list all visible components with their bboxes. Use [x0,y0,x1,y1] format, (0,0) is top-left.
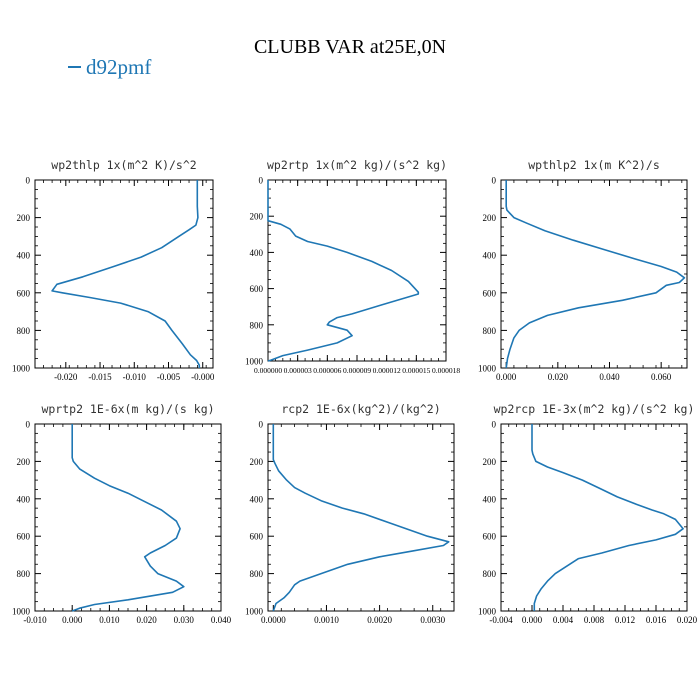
y-tick-label: 400 [483,494,497,504]
y-tick-label: 200 [250,212,264,222]
y-tick-label: 600 [483,532,497,542]
x-tick-label: 0.040 [211,615,232,625]
subplot-title: wp2rtp 1x(m^2 kg)/(s^2 kg) [267,158,447,172]
x-tick-label: 0.030 [174,615,195,625]
y-tick-label: 800 [250,320,264,330]
y-tick-label: 800 [17,326,31,336]
y-tick-label: 600 [250,284,264,294]
y-tick-label: 800 [483,569,497,579]
plot-frame [34,423,222,612]
profile-line [51,180,201,368]
x-tick-label: 0.020 [548,372,569,382]
y-tick-label: 400 [250,248,264,258]
y-tick-label: 400 [17,494,31,504]
y-tick-label: 0 [492,420,497,430]
figure-title: CLUBB VAR at25E,0N [253,36,447,58]
subplot-title: wp2thlp 1x(m^2 K)/s^2 [51,158,196,172]
x-tick-label: -0.000 [191,372,215,382]
x-tick-label: 0.060 [651,372,672,382]
subplot-6: wp2rcp 1E-3x(m^2 kg)/(s^2 kg) 0 200 400 600 8… [478,402,698,625]
x-tick-label: 0.000006 [313,366,341,375]
subplot-5: rcp2 1E-6x(kg^2)/(kg^2) 0 200 400 600 800 1000… [245,402,455,625]
x-tick-label: 0.012 [615,615,635,625]
y-tick-label: 200 [483,213,497,223]
x-tick-label: -0.020 [54,372,78,382]
y-tick-label: 800 [17,569,31,579]
y-tick-label: 600 [17,288,31,298]
legend-line-icon [68,66,81,69]
x-tick-label: 0.0030 [420,615,445,625]
x-tick-label: 0.004 [553,615,574,625]
x-tick-label: -0.015 [88,372,112,382]
y-tick-label: 0 [259,420,264,430]
plot-frame [500,179,688,369]
y-tick-label: 400 [250,494,264,504]
profile-line [505,180,686,369]
y-tick-label: 200 [17,213,31,223]
y-tick-label: 200 [483,457,497,467]
y-tick-label: 200 [17,457,31,467]
profile-line [71,424,185,612]
subplot-title: wp2rcp 1E-3x(m^2 kg)/(s^2 kg) [494,402,695,416]
x-tick-label: 0.0010 [314,615,339,625]
x-tick-label: -0.010 [23,615,47,625]
y-tick-label: 1000 [245,607,264,617]
y-tick-label: 1000 [12,364,31,374]
y-tick-label: 600 [483,288,497,298]
y-tick-label: 1000 [245,357,264,367]
x-tick-label: 0.000015 [402,366,430,375]
y-tick-label: 0 [259,176,264,186]
plot-frame [34,179,214,369]
y-tick-label: 0 [26,420,31,430]
x-tick-label: -0.004 [489,615,513,625]
y-tick-label: 0 [492,176,497,186]
x-tick-label: 0.000003 [284,366,312,375]
x-tick-label: 0.0020 [367,615,392,625]
plot-frame [267,179,447,362]
x-tick-label: 0.020 [677,615,698,625]
subplot-title: rcp2 1E-6x(kg^2)/(kg^2) [281,402,440,416]
subplot-title: wprtp2 1E-6x(m kg)/(s kg) [41,402,214,416]
y-tick-label: 600 [250,532,264,542]
x-tick-label: 0.016 [646,615,667,625]
x-tick-label: 0.040 [599,372,620,382]
y-tick-label: 1000 [478,364,497,374]
subplot-title: wpthlp2 1x(m K^2)/s [528,158,660,172]
x-tick-label: 0.000012 [373,366,401,375]
subplot-4: wprtp2 1E-6x(m kg)/(s kg) 0 200 400 600 800 10… [12,402,232,625]
profile-line [531,424,684,611]
legend-label: d92pmf [86,55,152,79]
y-tick-label: 1000 [478,607,497,617]
profile-line [272,424,450,612]
x-tick-label: 0.020 [136,615,157,625]
x-tick-label: -0.010 [123,372,147,382]
x-tick-label: 0.000018 [432,366,460,375]
y-tick-label: 0 [26,176,31,186]
y-tick-label: 800 [483,326,497,336]
x-tick-label: 0.000009 [343,366,371,375]
y-tick-label: 400 [483,251,497,261]
plot-frame [500,423,688,612]
y-tick-label: 800 [250,569,264,579]
y-tick-label: 200 [250,457,264,467]
x-tick-label: 0.008 [584,615,605,625]
x-tick-label: 0.010 [99,615,120,625]
x-tick-label: 0.000000 [254,366,282,375]
legend: d92pmf [68,55,151,80]
x-tick-label: 0.000 [496,372,517,382]
x-tick-label: 0.000 [62,615,83,625]
profile-line [267,180,420,362]
subplot-1: wp2thlp 1x(m^2 K)/s^2 0 200 400 600 800 1000 -0… [12,158,215,382]
x-tick-label: 0.000 [522,615,543,625]
subplot-2: wp2rtp 1x(m^2 kg)/(s^2 kg)0 200 400 600 800 1… [245,158,460,375]
x-tick-label: 0.0000 [261,615,286,625]
y-tick-label: 600 [17,532,31,542]
y-tick-label: 400 [17,251,31,261]
subplot-3: wpthlp2 1x(m K^2)/s 0 200 400 600 800 10000.00… [478,158,688,382]
y-tick-label: 1000 [12,607,31,617]
x-tick-label: -0.005 [157,372,181,382]
